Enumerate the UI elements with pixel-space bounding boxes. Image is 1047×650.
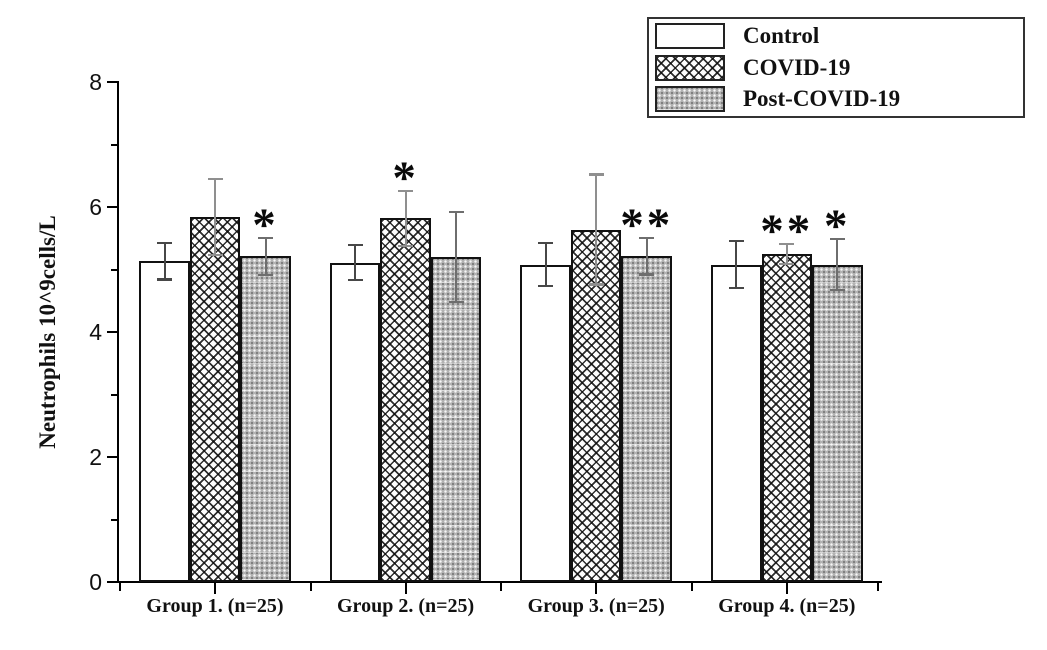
legend-item-post-covid19: Post-COVID-19 <box>655 85 1023 114</box>
x-minor-tick <box>309 582 312 591</box>
bar-post-covid-19-group1 <box>240 256 291 582</box>
significance-marker: * <box>824 199 851 252</box>
error-bar <box>214 178 216 256</box>
bar-covid-19-group1 <box>189 217 241 582</box>
y-minor-tick <box>111 268 117 271</box>
x-minor-tick <box>119 582 121 591</box>
error-bar-top-cap <box>829 237 845 240</box>
bar-covid-19-group2 <box>380 218 431 582</box>
error-bar-top-cap <box>588 173 604 176</box>
error-bar <box>544 242 547 287</box>
error-bar <box>785 243 788 264</box>
x-axis-line <box>116 580 882 583</box>
error-bar-top-cap <box>779 242 795 245</box>
error-bar-top-cap <box>538 241 554 244</box>
y-major-tick <box>107 455 117 459</box>
y-major-tick <box>107 80 117 84</box>
error-bar-top-cap <box>258 236 273 239</box>
x-category-label: Group 4. (n=25) <box>718 595 856 617</box>
legend-swatch-covid19 <box>655 54 725 81</box>
y-tick-label: 0 <box>89 569 102 595</box>
bar-control-group3 <box>520 264 571 582</box>
bar-control-group2 <box>329 262 381 582</box>
x-major-tick <box>213 582 217 594</box>
error-bar-top-cap <box>347 244 363 247</box>
legend: Control COVID-19 Post-COVID-19 <box>647 17 1025 118</box>
error-bar-bottom-cap <box>207 254 223 257</box>
error-bar-bottom-cap <box>347 279 363 282</box>
x-category-label: Group 1. (n=25) <box>146 595 284 617</box>
error-bar <box>455 212 458 302</box>
y-major-tick <box>107 205 117 209</box>
significance-marker: ** <box>620 199 674 252</box>
error-bar-bottom-cap <box>398 244 414 247</box>
legend-swatch-control <box>655 23 725 49</box>
significance-marker: * <box>252 198 279 251</box>
error-bar-bottom-cap <box>448 300 464 304</box>
y-tick-label: 8 <box>89 69 102 95</box>
bar-post-covid-19-group3 <box>621 256 672 582</box>
error-bar <box>595 174 598 285</box>
error-bar <box>645 238 648 275</box>
error-bar-top-cap <box>157 242 172 245</box>
legend-label-covid19: COVID-19 <box>743 54 851 80</box>
y-minor-tick <box>111 393 117 396</box>
x-minor-tick <box>500 582 502 591</box>
legend-item-control: Control <box>655 22 1023 51</box>
x-major-tick <box>785 582 788 594</box>
significance-marker: ** <box>760 204 814 257</box>
y-minor-tick <box>111 518 117 521</box>
legend-item-covid19: COVID-19 <box>655 53 1023 82</box>
bar-covid-19-group4 <box>761 253 813 582</box>
x-minor-tick <box>877 582 879 591</box>
y-tick-label: 6 <box>89 194 102 220</box>
legend-swatch-post-covid19 <box>655 86 725 112</box>
error-bar-top-cap <box>639 237 655 240</box>
x-major-tick <box>595 582 598 594</box>
bar-post-covid-19-group2 <box>430 257 482 582</box>
bar-control-group4 <box>711 264 762 582</box>
error-bar-bottom-cap <box>728 286 744 289</box>
error-bar-top-cap <box>207 177 223 180</box>
y-major-tick <box>107 580 117 584</box>
error-bar-top-cap <box>448 210 464 214</box>
bar-post-covid-19-group4 <box>812 264 863 582</box>
error-bar <box>163 243 166 280</box>
error-bar <box>354 245 357 281</box>
y-minor-tick <box>111 143 117 146</box>
error-bar-top-cap <box>728 240 744 243</box>
x-major-tick <box>404 582 407 594</box>
error-bar-top-cap <box>398 189 414 192</box>
x-category-label: Group 3. (n=25) <box>527 595 665 617</box>
y-tick-label: 4 <box>89 319 102 345</box>
error-bar-bottom-cap <box>157 278 172 281</box>
error-bar <box>836 238 839 291</box>
error-bar-bottom-cap <box>258 274 273 277</box>
error-bar <box>404 190 407 246</box>
y-axis-line <box>116 81 119 582</box>
error-bar-bottom-cap <box>779 262 795 265</box>
error-bar-bottom-cap <box>538 285 554 288</box>
x-minor-tick <box>690 582 693 591</box>
error-bar-bottom-cap <box>588 283 604 286</box>
error-bar-bottom-cap <box>639 273 655 276</box>
x-category-label: Group 2. (n=25) <box>337 595 475 617</box>
y-tick-label: 2 <box>89 444 102 470</box>
legend-label-post-covid19: Post-COVID-19 <box>743 86 901 111</box>
error-bar <box>735 241 738 288</box>
error-bar <box>264 237 267 276</box>
significance-marker: * <box>392 151 419 204</box>
y-major-tick <box>107 330 117 334</box>
legend-label-control: Control <box>743 23 820 48</box>
bar-control-group1 <box>139 261 190 582</box>
error-bar-bottom-cap <box>829 289 845 292</box>
bar-covid-19-group3 <box>570 229 622 582</box>
